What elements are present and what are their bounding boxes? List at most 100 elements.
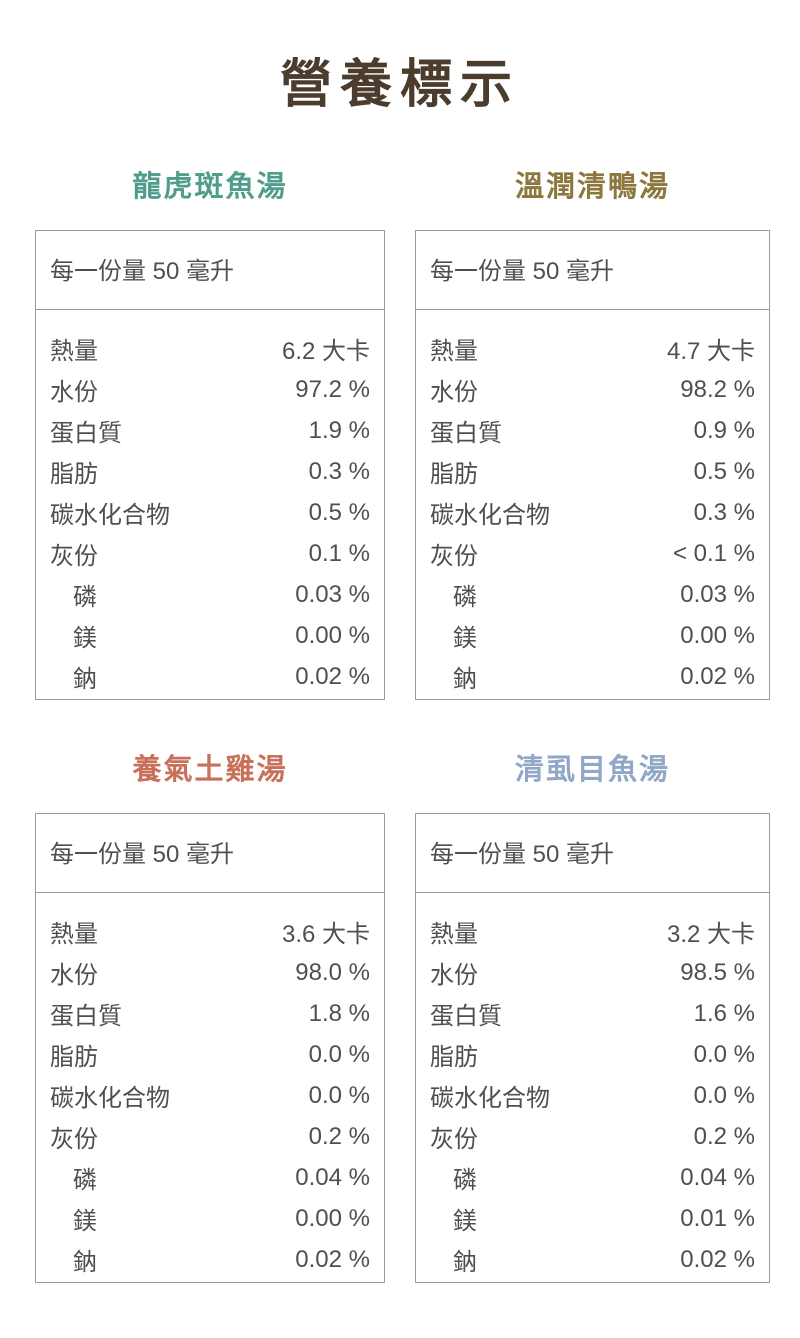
row-protein: 蛋白質 0.9 % [416,410,769,451]
nutrient-label: 磷 [73,1167,97,1194]
nutrient-label: 鈉 [453,666,477,693]
page-title: 營養標示 [279,57,520,114]
serving-size-header: 每一份量 50 毫升 [36,231,384,310]
nutrient-value: 0.0 % [308,1081,370,1109]
row-phosphorus: 磷 0.04 % [36,1157,384,1198]
nutrient-value: 6.2 大卡 [281,338,370,365]
nutrient-label: 磷 [453,1167,477,1194]
nutrient-label: 灰份 [430,1126,478,1153]
nutrient-value: 0.02 % [295,662,370,690]
serving-size-header: 每一份量 50 毫升 [36,814,384,893]
nutrient-label: 磷 [453,584,477,611]
nutrient-label: 灰份 [430,543,478,570]
nutrient-value: 0.03 % [295,580,370,608]
nutrient-value: 0.03 % [680,580,755,608]
soup-title-duck: 溫潤清鴨湯 [514,171,670,203]
row-magnesium: 鎂 0.00 % [36,1198,384,1239]
nutrient-value: 0.04 % [295,1163,370,1191]
nutrient-value: 0.02 % [680,662,755,690]
row-moisture: 水份 98.2 % [416,369,769,410]
nutrient-value: 0.01 % [680,1204,755,1232]
nutrient-value: 0.0 % [308,1040,370,1068]
row-protein: 蛋白質 1.9 % [36,410,384,451]
nutrient-value: 0.1 % [308,539,370,567]
nutrient-label: 碳水化合物 [50,1085,170,1112]
nutrient-label: 熱量 [430,921,478,948]
nutrient-value: 0.02 % [295,1245,370,1273]
nutrient-rows: 熱量 3.2 大卡 水份 98.5 % 蛋白質 1.6 % 脂肪 0.0 % 碳水化合物… [416,893,769,1282]
row-phosphorus: 磷 0.03 % [416,574,769,615]
nutrient-value: 98.5 % [680,958,755,986]
row-protein: 蛋白質 1.6 % [416,993,769,1034]
nutrient-label: 熱量 [50,338,98,365]
soup-section-chicken: 養氣土雞湯 每一份量 50 毫升 熱量 3.6 大卡 水份 98.0 % 蛋白質 1.… [35,700,385,1283]
serving-size-header: 每一份量 50 毫升 [416,814,769,893]
serving-size-header: 每一份量 50 毫升 [416,231,769,310]
row-fat: 脂肪 0.0 % [36,1034,384,1075]
nutrient-value: 3.6 大卡 [281,921,370,948]
row-calories: 熱量 3.2 大卡 [416,911,769,952]
nutrient-value: 0.00 % [295,621,370,649]
nutrition-table-grouper-fish: 每一份量 50 毫升 熱量 6.2 大卡 水份 97.2 % 蛋白質 1.9 % 脂肪… [35,230,385,700]
row-magnesium: 鎂 0.00 % [36,615,384,656]
nutrient-label: 鎂 [453,1208,477,1235]
row-sodium: 鈉 0.02 % [416,1239,769,1280]
row-moisture: 水份 97.2 % [36,369,384,410]
nutrient-label: 脂肪 [50,1044,98,1071]
nutrient-label: 鈉 [453,1249,477,1276]
nutrient-label: 灰份 [50,1126,98,1153]
nutrient-label: 鈉 [73,666,97,693]
row-fat: 脂肪 0.0 % [416,1034,769,1075]
nutrient-value: 3.2 大卡 [666,921,755,948]
nutrient-label: 鎂 [73,1208,97,1235]
nutrient-label: 鎂 [73,625,97,652]
row-ash: 灰份 0.2 % [36,1116,384,1157]
nutrient-value: 1.8 % [308,999,370,1027]
row-magnesium: 鎂 0.00 % [416,615,769,656]
soup-title-milkfish: 清虱目魚湯 [514,754,670,786]
nutrient-label: 蛋白質 [430,420,502,447]
row-magnesium: 鎂 0.01 % [416,1198,769,1239]
nutrient-value: 98.0 % [295,958,370,986]
nutrient-value: 0.02 % [680,1245,755,1273]
nutrient-value: 0.5 % [693,457,755,485]
nutrient-label: 鎂 [453,625,477,652]
row-ash: 灰份 < 0.1 % [416,533,769,574]
soup-title-chicken: 養氣土雞湯 [132,754,288,786]
nutrient-value: 0.00 % [680,621,755,649]
nutrient-label: 蛋白質 [50,1003,122,1030]
nutrient-value: 0.9 % [693,416,755,444]
soup-title-grouper-fish: 龍虎斑魚湯 [132,171,288,203]
nutrient-label: 蛋白質 [50,420,122,447]
row-carbohydrate: 碳水化合物 0.0 % [416,1075,769,1116]
nutrient-label: 熱量 [50,921,98,948]
row-moisture: 水份 98.0 % [36,952,384,993]
nutrient-label: 蛋白質 [430,1003,502,1030]
row-sodium: 鈉 0.02 % [36,656,384,697]
nutrient-value: 0.2 % [308,1122,370,1150]
row-moisture: 水份 98.5 % [416,952,769,993]
row-fat: 脂肪 0.5 % [416,451,769,492]
soup-section-milkfish: 清虱目魚湯 每一份量 50 毫升 熱量 3.2 大卡 水份 98.5 % 蛋白質 1.… [415,700,770,1283]
nutrient-value: 98.2 % [680,375,755,403]
nutrient-label: 灰份 [50,543,98,570]
nutrient-value: 0.0 % [693,1040,755,1068]
nutrient-value: 0.0 % [693,1081,755,1109]
nutrient-value: 0.2 % [693,1122,755,1150]
nutrient-label: 脂肪 [430,461,478,488]
row-sodium: 鈉 0.02 % [36,1239,384,1280]
row-ash: 灰份 0.2 % [416,1116,769,1157]
row-calories: 熱量 6.2 大卡 [36,328,384,369]
nutrient-label: 脂肪 [50,461,98,488]
nutrient-value: 0.3 % [308,457,370,485]
nutrient-value: 0.3 % [693,498,755,526]
row-carbohydrate: 碳水化合物 0.5 % [36,492,384,533]
row-calories: 熱量 3.6 大卡 [36,911,384,952]
nutrient-label: 碳水化合物 [50,502,170,529]
nutrient-value: 1.6 % [693,999,755,1027]
row-protein: 蛋白質 1.8 % [36,993,384,1034]
row-ash: 灰份 0.1 % [36,533,384,574]
nutrient-label: 碳水化合物 [430,502,550,529]
nutrient-label: 水份 [50,962,98,989]
nutrient-label: 磷 [73,584,97,611]
